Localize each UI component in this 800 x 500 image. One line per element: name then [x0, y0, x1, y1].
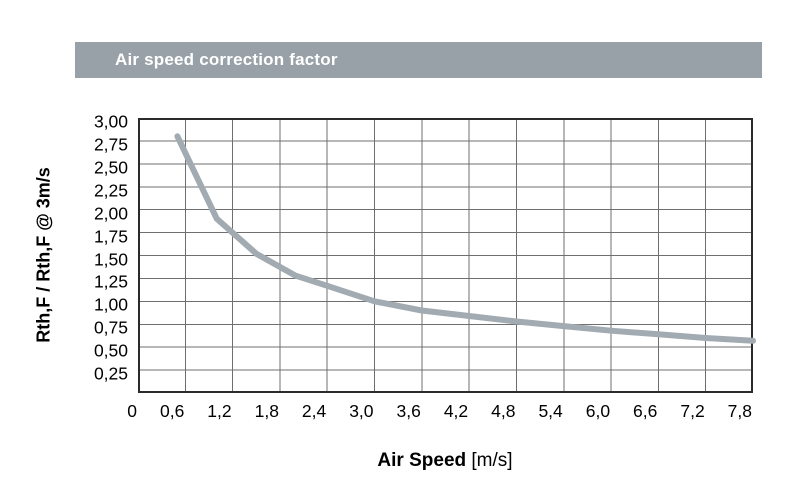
- y-axis-title: Rth,F / Rth,F @ 3m/s: [33, 167, 54, 343]
- y-tick-label: 1,50: [93, 249, 128, 269]
- y-tick-label: 2,50: [93, 157, 128, 178]
- x-tick-label: 1,2: [207, 401, 232, 421]
- x-tick-label: 0: [127, 401, 137, 421]
- x-tick-label: 0,6: [159, 401, 185, 421]
- x-tick-label: 2,4: [301, 401, 327, 421]
- y-tick-label: 0,25: [93, 363, 128, 384]
- plot-border: [138, 118, 753, 393]
- x-tick-label: 3,6: [396, 401, 421, 421]
- correction-factor-curve: [174, 133, 756, 344]
- y-tick-label: 2,25: [93, 180, 128, 201]
- section-header-bar: Air speed correction factor: [75, 42, 762, 78]
- line-chart: [138, 118, 756, 393]
- x-tick-label: 6,6: [633, 401, 658, 421]
- x-tick-label: 4,8: [491, 401, 516, 421]
- y-tick-label: 2,00: [93, 203, 128, 224]
- x-axis-title-unit: [m/s]: [466, 450, 513, 471]
- x-tick-label: 3,0: [349, 401, 374, 421]
- y-tick-label: 0,75: [93, 317, 128, 338]
- x-tick-label: 7,2: [680, 401, 705, 421]
- x-tick-label: 6,0: [585, 401, 611, 421]
- y-tick-label: 1,75: [93, 226, 128, 247]
- x-axis-title: Air Speed [m/s]: [377, 450, 512, 472]
- y-tick-label: 2,75: [93, 134, 128, 155]
- x-tick-label: 7,8: [727, 401, 752, 421]
- x-axis-title-text: Air Speed: [377, 450, 467, 471]
- y-tick-label: 1,25: [93, 271, 128, 292]
- y-tick-label: 0,50: [93, 340, 128, 361]
- plot-area: [138, 118, 756, 393]
- y-tick-label: 3,00: [93, 111, 128, 132]
- section-header-label: Air speed correction factor: [115, 50, 338, 69]
- x-tick-label: 1,8: [254, 401, 279, 421]
- x-tick-label: 4,2: [443, 401, 469, 421]
- y-tick-label: 1,00: [93, 294, 128, 315]
- x-tick-label: 5,4: [538, 401, 563, 421]
